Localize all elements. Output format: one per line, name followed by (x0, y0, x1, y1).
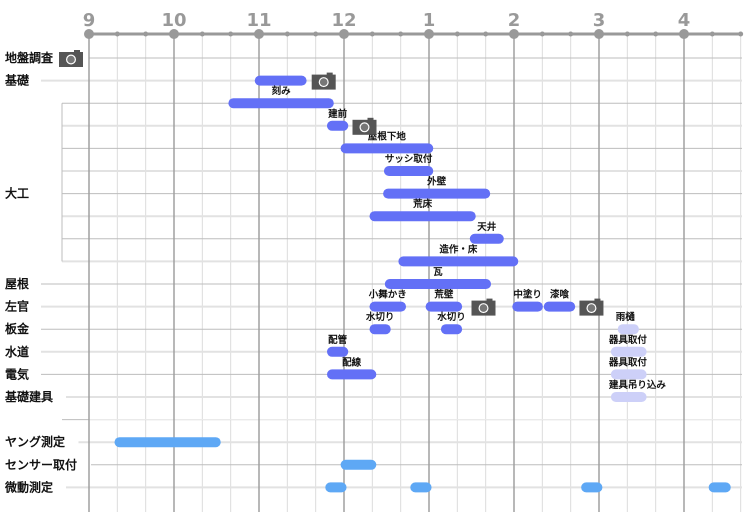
row-label: ヤング測定 (5, 434, 65, 449)
task-bar (440, 324, 463, 335)
task-label: 水切り (437, 311, 466, 323)
task-label: 荒床 (412, 198, 433, 210)
x-tick-label: 2 (508, 10, 521, 31)
task-label: 水切り (366, 311, 395, 323)
task-label: 天井 (477, 221, 497, 233)
major-tick (254, 29, 264, 39)
camera-top (594, 298, 601, 302)
camera-icon[interactable] (471, 298, 496, 316)
major-tick (169, 29, 179, 39)
task-bar (384, 279, 492, 289)
task-bar (327, 369, 377, 380)
task-label: サッシ取付 (385, 153, 433, 165)
task-bar (340, 143, 434, 154)
task-bar (708, 482, 731, 493)
task-bar (383, 166, 434, 176)
task-label: 器具取付 (608, 334, 648, 346)
row-label: 板金 (5, 321, 30, 336)
task-bar (254, 75, 307, 86)
task-bar (581, 482, 603, 493)
task-label: 配管 (328, 334, 348, 346)
task-bar (398, 256, 519, 267)
task-bar (617, 324, 639, 335)
x-tick-label: 11 (246, 10, 271, 31)
task-bar (369, 324, 391, 335)
task-label: 中塗り (513, 289, 542, 301)
major-tick (509, 29, 519, 39)
row-label: 基礎 (4, 73, 30, 88)
task-bar (228, 98, 334, 109)
task-bar (340, 459, 377, 470)
task-label: 屋根下地 (368, 130, 407, 142)
x-tick-label: 3 (593, 10, 606, 31)
row-label: 基礎建具 (4, 389, 53, 404)
row-label: 地盤調査 (5, 50, 54, 65)
camera-lens (479, 304, 488, 312)
camera-lens (67, 55, 75, 64)
major-tick (594, 29, 604, 39)
task-label: 刻み (272, 85, 292, 97)
row-label: センサー取付 (5, 457, 77, 472)
row-label: 左官 (4, 299, 29, 314)
camera-top (326, 72, 333, 76)
task-bar (425, 301, 463, 312)
task-label: 建前 (327, 108, 348, 120)
task-bar (327, 120, 349, 131)
task-bar (469, 233, 504, 244)
camera-lens (587, 304, 596, 312)
task-bar (383, 188, 491, 199)
x-tick-label: 12 (331, 10, 356, 31)
task-label: 外壁 (426, 176, 447, 188)
task-bar (327, 346, 349, 357)
task-bar (610, 346, 647, 357)
x-tick-label: 10 (161, 10, 186, 31)
camera-lens (360, 123, 369, 132)
major-tick (84, 29, 94, 39)
camera-icon[interactable] (352, 117, 377, 135)
task-label: 建具吊り込み (608, 379, 667, 391)
task-bar (610, 369, 647, 380)
task-bar (543, 301, 576, 312)
task-label: 配線 (342, 356, 362, 368)
task-bar (610, 392, 647, 402)
camera-icon[interactable] (59, 50, 83, 67)
task-label: 器具取付 (608, 356, 648, 368)
task-bar (114, 437, 221, 448)
task-label: 造作・床 (439, 243, 478, 255)
task-bar (325, 482, 347, 493)
task-bar (512, 301, 543, 312)
row-label: 屋根 (5, 276, 29, 291)
task-label: 漆喰 (550, 289, 570, 301)
task-bar (369, 301, 407, 312)
row-label: 微動測定 (4, 479, 53, 494)
camera-icon[interactable] (311, 72, 336, 90)
x-tick-label: 1 (423, 10, 436, 31)
camera-top (74, 50, 80, 53)
major-tick (424, 29, 434, 39)
row-label: 大工 (5, 186, 29, 201)
row-label: 電気 (5, 366, 29, 381)
task-label: 雨樋 (616, 311, 636, 323)
task-label: 小舞かき (368, 289, 407, 301)
major-tick (339, 29, 349, 39)
x-tick-label: 4 (678, 10, 691, 31)
camera-top (367, 117, 374, 121)
task-bar (369, 211, 476, 222)
camera-icon[interactable] (579, 298, 604, 316)
camera-top (486, 298, 493, 302)
task-label: 荒壁 (433, 289, 454, 301)
camera-lens (319, 78, 328, 86)
x-tick-label: 9 (83, 10, 96, 31)
major-tick (679, 29, 689, 39)
task-bar (410, 482, 432, 493)
row-label: 水道 (5, 344, 29, 359)
task-label: 瓦 (433, 267, 443, 278)
